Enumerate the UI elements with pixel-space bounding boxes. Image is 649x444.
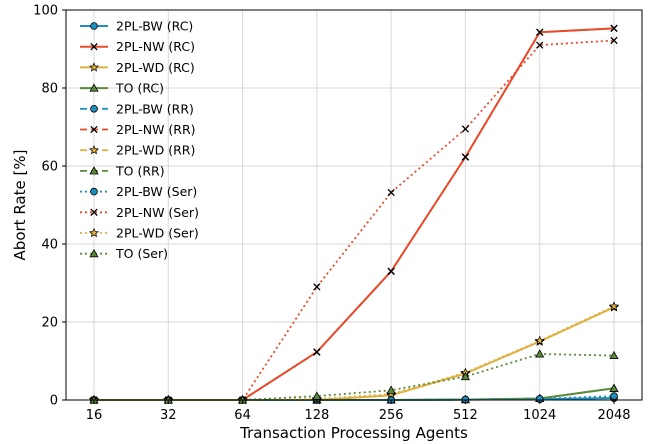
legend-marker	[89, 166, 99, 175]
x-tick-label: 64	[234, 408, 251, 423]
legend-marker	[90, 105, 98, 113]
legend-marker	[89, 227, 99, 238]
legend-marker	[89, 83, 99, 92]
data-point	[461, 125, 470, 133]
data-point	[387, 267, 395, 275]
data-point	[386, 385, 396, 394]
x-tick-label: 16	[86, 408, 103, 423]
legend-label: 2PL-WD (RC)	[116, 60, 195, 75]
legend-label: 2PL-NW (Ser)	[116, 205, 199, 220]
data-point	[312, 391, 322, 400]
legend-marker	[90, 22, 98, 30]
legend-marker	[90, 125, 98, 134]
series-line	[94, 353, 615, 401]
legend-label: TO (Ser)	[115, 246, 168, 261]
data-point	[460, 371, 471, 381]
series-line	[94, 27, 615, 401]
legend-label: TO (RC)	[115, 81, 164, 96]
series-line	[94, 305, 615, 401]
y-tick-label: 100	[33, 4, 58, 19]
y-tick-label: 20	[41, 316, 58, 331]
x-axis-label: Transaction Processing Agents	[239, 424, 468, 442]
legend-marker	[90, 43, 98, 51]
data-point	[610, 36, 618, 45]
series-line	[94, 39, 615, 401]
legend-label: 2PL-WD (RR)	[116, 143, 195, 158]
legend-label: 2PL-BW (RC)	[116, 19, 193, 34]
y-axis-label: Abort Rate [%]	[11, 150, 29, 261]
plot-frame	[65, 9, 643, 401]
legend-label: 2PL-NW (RR)	[116, 122, 196, 137]
y-tick-label: 0	[50, 394, 58, 409]
data-point	[313, 348, 321, 356]
legend-marker	[90, 187, 98, 196]
x-tick-label: 512	[453, 408, 478, 423]
x-tick-label: 256	[379, 408, 404, 423]
legend-label: 2PL-NW (RC)	[116, 39, 195, 54]
legend-label: 2PL-BW (RR)	[116, 101, 194, 116]
legend-label: 2PL-BW (Ser)	[116, 184, 197, 199]
series-line	[94, 306, 615, 401]
data-point	[535, 349, 545, 358]
legend-label: TO (RR)	[115, 163, 165, 178]
legend-marker	[90, 208, 98, 216]
x-tick-label: 32	[160, 408, 177, 423]
legend-label: 2PL-WD (Ser)	[116, 226, 199, 241]
x-tick-label: 2048	[597, 408, 630, 423]
data-point	[313, 283, 321, 291]
axis-ticks: 16 32 64 128 256 512 1024 2048 0 20 40 60 80 100	[33, 4, 630, 424]
data-point	[609, 301, 619, 311]
legend-marker	[89, 248, 99, 258]
data-point	[461, 153, 470, 161]
data-point	[534, 335, 545, 345]
data-point	[610, 24, 618, 32]
data-point	[610, 392, 618, 400]
x-tick-label: 1024	[523, 408, 556, 423]
y-tick-label: 40	[41, 238, 58, 253]
legend-marker	[89, 144, 99, 155]
series-line	[94, 306, 615, 401]
legend-marker	[89, 62, 99, 72]
data-point	[387, 188, 395, 197]
y-tick-label: 60	[41, 160, 58, 175]
data-point	[536, 41, 544, 49]
data-point	[536, 28, 544, 36]
y-tick-label: 80	[41, 82, 58, 97]
data-point	[609, 350, 619, 360]
data-point	[609, 383, 619, 392]
legend: 2PL-BW (RC) 2PL-NW (RC) 2PL-WD (RC) TO (RC)…	[80, 19, 199, 261]
x-tick-label: 128	[304, 408, 329, 423]
